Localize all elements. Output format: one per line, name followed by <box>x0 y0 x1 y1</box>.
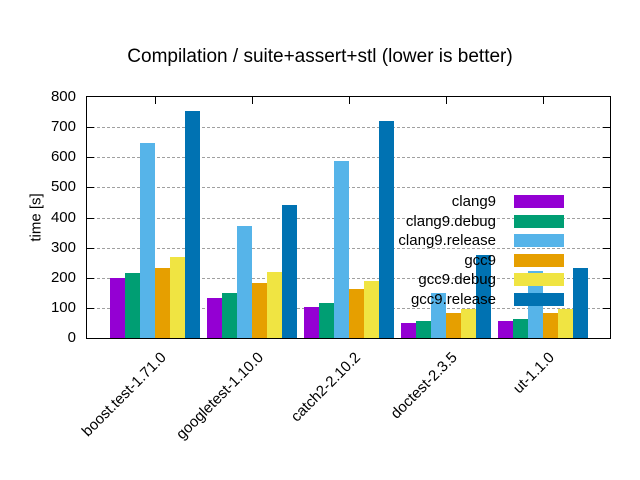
bar-clang9.release <box>139 143 155 338</box>
y-tick-label: 0 <box>67 329 76 346</box>
y-tick-label: 200 <box>50 268 76 286</box>
bar-gcc9.debug <box>363 281 379 338</box>
bar-group <box>106 97 203 338</box>
y-tick-label: 300 <box>50 238 76 256</box>
bar-gcc9 <box>445 313 461 338</box>
legend-label: clang9.release <box>398 232 496 250</box>
y-tick-mark <box>87 217 94 219</box>
legend-item: clang9 <box>398 192 564 212</box>
gridline <box>87 217 610 219</box>
bar-clang9 <box>206 298 222 338</box>
bar-gcc9.release <box>281 205 297 338</box>
gridline <box>87 127 610 129</box>
x-category-label: ut-1.1.0 <box>509 349 558 397</box>
bar-gcc9 <box>542 313 558 338</box>
legend-swatch <box>514 253 564 267</box>
gridline <box>87 247 610 249</box>
bar-clang9.release <box>430 293 446 338</box>
bar-gcc9.release <box>184 111 200 338</box>
y-tick-label: 100 <box>50 298 76 316</box>
bar-gcc9.release <box>572 268 588 338</box>
bar-clang9.debug <box>124 273 140 338</box>
legend-item: clang9.release <box>398 231 564 251</box>
x-category-label: doctest-2.3.5 <box>387 349 461 423</box>
y-tick-label: 500 <box>50 178 76 196</box>
chart-title: Compilation / suite+assert+stl (lower is… <box>127 46 513 67</box>
legend-label: gcc9.release <box>410 290 496 308</box>
legend-swatch <box>514 214 564 228</box>
bar-clang9.release <box>333 161 349 338</box>
bar-gcc9.debug <box>460 309 476 338</box>
y-tick-label: 700 <box>50 118 76 136</box>
x-tick-mark <box>348 97 350 104</box>
y-tick-mark <box>603 217 610 219</box>
legend-swatch <box>514 292 564 306</box>
y-tick-label: 400 <box>50 208 76 226</box>
x-tick-mark <box>154 97 156 104</box>
bar-clang9.release <box>236 226 252 338</box>
y-tick-mark <box>603 127 610 129</box>
x-tick-mark <box>542 97 544 104</box>
y-tick-mark <box>87 277 94 279</box>
legend-label: clang9.debug <box>405 212 496 230</box>
gridline <box>87 187 610 189</box>
bar-gcc9 <box>348 289 364 338</box>
y-tick-mark <box>603 187 610 189</box>
bar-clang9.debug <box>318 303 334 338</box>
bar-gcc9.release <box>378 121 394 338</box>
bar-gcc9.debug <box>169 257 185 338</box>
bar-gcc9.debug <box>557 309 573 338</box>
x-category-label: googletest-1.10.0 <box>172 349 267 443</box>
bar-gcc9 <box>251 283 267 338</box>
bar-clang9.debug <box>415 321 431 338</box>
x-category-label: boost.test-1.71.0 <box>78 349 170 441</box>
bar-gcc9 <box>154 268 170 338</box>
legend-swatch <box>514 234 564 248</box>
y-tick-mark <box>603 277 610 279</box>
y-tick-mark <box>87 187 94 189</box>
y-tick-mark <box>87 157 94 159</box>
y-tick-mark <box>87 127 94 129</box>
legend-item: gcc9.debug <box>398 270 564 290</box>
bar-clang9 <box>109 278 125 338</box>
bar-group <box>397 97 494 338</box>
bar-gcc9.debug <box>266 272 282 338</box>
y-tick-mark <box>603 307 610 309</box>
y-tick-label: 800 <box>50 88 76 105</box>
bar-group <box>300 97 397 338</box>
plot-area: clang9 clang9.debug clang9.release gcc9 gcc9… <box>86 96 611 339</box>
legend: clang9 clang9.debug clang9.release gcc9 gcc9… <box>398 192 564 309</box>
legend-swatch <box>514 273 564 287</box>
y-tick-label: 600 <box>50 148 76 166</box>
bar-clang9.debug <box>512 319 528 338</box>
gridline <box>87 277 610 279</box>
bar-gcc9.release <box>475 255 491 338</box>
bar-group <box>203 97 300 338</box>
legend-item: gcc9 <box>398 251 564 271</box>
bar-clang9 <box>303 307 319 338</box>
bar-clang9 <box>497 321 513 338</box>
x-category-label: catch2-2.10.2 <box>287 349 364 426</box>
bar-clang9.debug <box>221 293 237 338</box>
legend-item: gcc9.release <box>398 290 564 310</box>
legend-item: clang9.debug <box>398 212 564 232</box>
gridline <box>87 157 610 159</box>
legend-label: clang9 <box>451 193 496 211</box>
legend-swatch <box>514 195 564 209</box>
x-tick-mark <box>445 97 447 104</box>
y-tick-mark <box>603 247 610 249</box>
y-tick-mark <box>87 307 94 309</box>
y-tick-mark <box>87 247 94 249</box>
bar-clang9 <box>400 323 416 338</box>
legend-label: gcc9.debug <box>418 271 496 289</box>
y-tick-mark <box>603 157 610 159</box>
legend-label: gcc9 <box>464 251 496 269</box>
x-tick-mark <box>251 97 253 104</box>
